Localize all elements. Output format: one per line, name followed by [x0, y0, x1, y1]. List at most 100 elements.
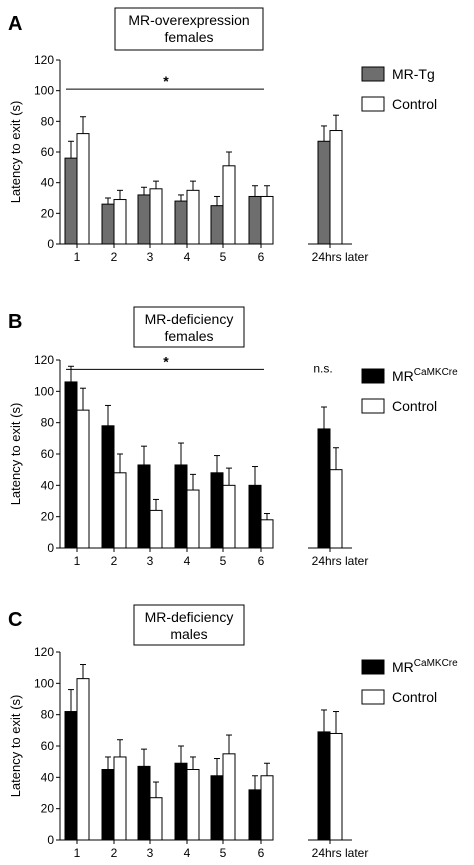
- x-tick-label: 2: [111, 554, 118, 568]
- legend-swatch: [361, 66, 385, 82]
- bar: [222, 165, 236, 245]
- ns-annotation: n.s.: [313, 362, 332, 376]
- bar: [248, 195, 262, 245]
- bar: [248, 789, 262, 841]
- bar: [222, 484, 236, 549]
- x-tick-label: 5: [220, 846, 227, 860]
- x-tick-label: 6: [258, 554, 265, 568]
- bar: [260, 519, 274, 549]
- y-tick-label: 120: [34, 53, 54, 67]
- bar: [76, 678, 90, 841]
- bar: [186, 769, 200, 841]
- bar: [101, 203, 115, 245]
- bar: [210, 775, 224, 841]
- bar: [101, 425, 115, 549]
- legend-label: MRCaMKCre: [392, 658, 458, 675]
- bar: [248, 484, 262, 549]
- panel-letter: C: [8, 609, 22, 631]
- x-tick-label: 6: [258, 250, 265, 264]
- title-box: [133, 604, 245, 646]
- bar: [317, 428, 331, 549]
- x-tick-label: 24hrs later: [312, 250, 369, 264]
- legend-swatch: [361, 659, 385, 675]
- bar: [137, 464, 151, 549]
- legend-swatch: [361, 689, 385, 705]
- bar: [174, 464, 188, 549]
- x-tick-label: 24hrs later: [312, 846, 369, 860]
- y-tick-label: 80: [41, 114, 55, 128]
- y-axis-title: Latency to exit (s): [8, 101, 23, 204]
- bar: [210, 472, 224, 549]
- x-tick-label: 3: [147, 554, 154, 568]
- y-tick-label: 120: [34, 645, 54, 659]
- bar: [174, 200, 188, 245]
- y-axis-title: Latency to exit (s): [8, 403, 23, 506]
- bar: [64, 157, 78, 245]
- x-tick-label: 1: [74, 846, 81, 860]
- bar: [329, 130, 343, 245]
- x-tick-label: 4: [184, 554, 191, 568]
- y-tick-label: 40: [41, 478, 55, 492]
- x-tick-label: 2: [111, 250, 118, 264]
- title-box: [133, 306, 245, 348]
- y-tick-label: 100: [34, 384, 54, 398]
- legend-label: MRCaMKCre: [392, 367, 458, 384]
- panel-letter: A: [8, 13, 22, 35]
- y-tick-label: 0: [47, 237, 54, 251]
- y-tick-label: 20: [41, 802, 55, 816]
- bar: [210, 205, 224, 245]
- bar: [317, 140, 331, 245]
- y-tick-label: 80: [41, 416, 55, 430]
- x-tick-label: 4: [184, 846, 191, 860]
- bar: [113, 756, 127, 841]
- legend-swatch: [361, 398, 385, 414]
- bar: [137, 765, 151, 841]
- bar: [113, 199, 127, 245]
- bar: [64, 711, 78, 841]
- title-line: MR-deficiency: [145, 609, 234, 625]
- significance-star: *: [163, 73, 169, 89]
- x-tick-label: 24hrs later: [312, 554, 369, 568]
- y-tick-label: 0: [47, 541, 54, 555]
- bar: [149, 797, 163, 841]
- x-tick-label: 6: [258, 846, 265, 860]
- legend-swatch: [361, 368, 385, 384]
- y-axis-title: Latency to exit (s): [8, 695, 23, 798]
- x-tick-label: 3: [147, 846, 154, 860]
- bar: [174, 762, 188, 841]
- x-tick-label: 1: [74, 250, 81, 264]
- bar: [101, 769, 115, 841]
- y-tick-label: 60: [41, 447, 55, 461]
- x-tick-label: 3: [147, 250, 154, 264]
- bar: [149, 188, 163, 245]
- x-tick-label: 5: [220, 250, 227, 264]
- y-tick-label: 40: [41, 176, 55, 190]
- y-tick-label: 20: [41, 206, 55, 220]
- y-tick-label: 100: [34, 676, 54, 690]
- y-tick-label: 60: [41, 145, 55, 159]
- title-box: [114, 7, 264, 51]
- y-tick-label: 80: [41, 708, 55, 722]
- bar: [76, 133, 90, 245]
- legend-label: Control: [392, 398, 437, 414]
- title-line: males: [170, 626, 207, 642]
- panel-letter: B: [8, 311, 22, 333]
- bar: [329, 732, 343, 841]
- bar: [137, 194, 151, 245]
- bar: [260, 195, 274, 245]
- legend-label: Control: [392, 689, 437, 705]
- title-line: females: [164, 328, 213, 344]
- bar: [186, 189, 200, 245]
- y-tick-label: 60: [41, 739, 55, 753]
- legend-label: Control: [392, 96, 437, 112]
- bar: [76, 409, 90, 549]
- y-tick-label: 0: [47, 833, 54, 847]
- bar: [329, 469, 343, 549]
- legend-label: MR-Tg: [392, 66, 435, 82]
- bar: [222, 753, 236, 841]
- significance-star: *: [163, 353, 169, 369]
- bar: [260, 775, 274, 841]
